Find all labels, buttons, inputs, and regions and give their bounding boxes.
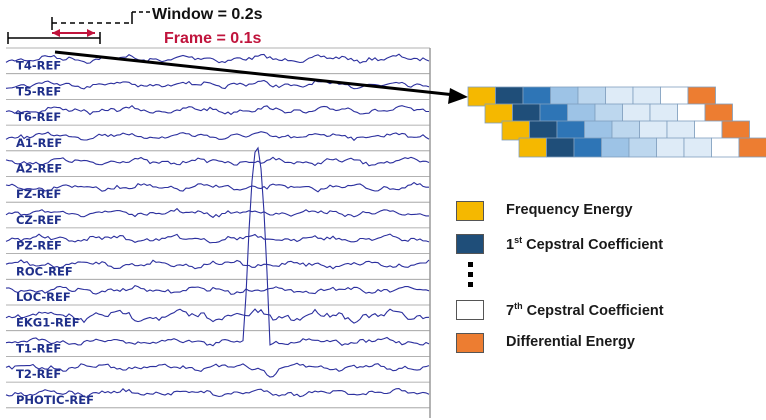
eeg-trace (5, 233, 430, 244)
feature-cell-cepstral-light (567, 103, 596, 124)
eeg-channel-labels: T4-REF T5-REF T6-REF A1-REF A2-REF FZ-REF CZ-R… (16, 59, 94, 407)
eeg-trace (5, 362, 430, 378)
eeg-trace (5, 104, 429, 116)
eeg-trace (5, 308, 430, 324)
channel-label: A2-REF (16, 162, 62, 176)
channel-label: FZ-REF (16, 187, 61, 201)
feature-cell-cepstral-mid (539, 103, 568, 124)
feature-cell-differential-energy (687, 86, 716, 107)
mapping-arrow (54, 50, 468, 104)
feature-cell-cepstral-white (677, 103, 706, 124)
channel-label: T2-REF (16, 367, 61, 381)
feature-cell-cepstral-dark (495, 86, 524, 107)
feature-cell-cepstral-lighter (628, 137, 657, 158)
frame-indicator (7, 29, 101, 44)
eeg-trace (5, 53, 430, 64)
feature-cell-cepstral-white (694, 120, 723, 141)
feature-cell-frequency-energy (518, 137, 547, 158)
legend-swatch-frequency-energy (456, 201, 484, 221)
channel-label: ROC-REF (16, 264, 73, 278)
eeg-trace (5, 388, 430, 398)
feature-cell-cepstral-lighter (594, 103, 623, 124)
feature-cell-cepstral-lightest (656, 137, 685, 158)
feature-cell-cepstral-lighter (577, 86, 606, 107)
channel-label: PHOTIC-REF (16, 393, 94, 407)
legend-ellipsis (468, 262, 474, 292)
feature-cell-differential-energy (704, 103, 733, 124)
legend-item-differential-energy: Differential Energy (456, 331, 756, 357)
feature-cell-differential-energy (721, 120, 750, 141)
feature-cell-cepstral-mid (556, 120, 585, 141)
legend-label-cepstral-7: 7th Cepstral Coefficient (506, 301, 664, 319)
legend-swatch-cepstral-1 (456, 234, 484, 254)
feature-cell-cepstral-mid (573, 137, 602, 158)
feature-cell-cepstral-mid (522, 86, 551, 107)
feature-cell-cepstral-dark (529, 120, 558, 141)
channel-label: LOC-REF (16, 290, 71, 304)
channel-label: T1-REF (16, 341, 61, 355)
eeg-channel-grid (6, 47, 430, 409)
window-indicator (51, 11, 152, 30)
channel-label: CZ-REF (16, 213, 62, 227)
channel-label: A1-REF (16, 136, 62, 150)
channel-label: T6-REF (16, 110, 61, 124)
feature-cell-cepstral-light (601, 137, 630, 158)
feature-cell-cepstral-white (660, 86, 689, 107)
feature-cell-frequency-energy (484, 103, 513, 124)
eeg-trace (5, 146, 430, 347)
feature-cell-differential-energy (738, 137, 766, 158)
channel-label: T4-REF (16, 59, 61, 73)
feature-cell-cepstral-dark (546, 137, 575, 158)
eeg-trace (5, 181, 429, 193)
legend-label-frequency-energy: Frequency Energy (506, 202, 633, 218)
feature-cell-cepstral-lightest (639, 120, 668, 141)
legend-label-differential-energy: Differential Energy (506, 334, 635, 350)
legend-item-cepstral-1: 1st Cepstral Coefficient (456, 232, 756, 258)
feature-cell-cepstral-dark (512, 103, 541, 124)
channel-label: PZ-REF (16, 239, 62, 253)
legend-item-frequency-energy: Frequency Energy (456, 199, 756, 225)
feature-cell-cepstral-lightest (649, 103, 678, 124)
eeg-trace (5, 284, 430, 295)
feature-cell-cepstral-lightest (622, 103, 651, 124)
feature-cell-cepstral-lightest (666, 120, 695, 141)
eeg-trace (5, 259, 430, 270)
eeg-trace (5, 156, 430, 167)
channel-label: T5-REF (16, 84, 61, 98)
legend-item-cepstral-7: 7th Cepstral Coefficient (456, 298, 756, 324)
eeg-traces (5, 53, 430, 398)
eeg-trace (5, 207, 429, 219)
feature-cell-cepstral-lightest (605, 86, 634, 107)
feature-cell-cepstral-white (711, 137, 740, 158)
feature-cell-cepstral-lightest (683, 137, 712, 158)
eeg-trace (5, 79, 430, 90)
frame-label: Frame = 0.1s (164, 30, 262, 47)
legend-swatch-cepstral-7 (456, 300, 484, 320)
legend-label-cepstral-1: 1st Cepstral Coefficient (506, 235, 664, 253)
feature-cell-cepstral-lighter (611, 120, 640, 141)
channel-label: EKG1-REF (16, 316, 80, 330)
feature-cell-cepstral-light (550, 86, 579, 107)
feature-cell-frequency-energy (467, 86, 496, 107)
window-label: Window = 0.2s (152, 6, 263, 23)
feature-cell-frequency-energy (501, 120, 530, 141)
legend-swatch-differential-energy (456, 333, 484, 353)
eeg-trace (5, 131, 430, 142)
feature-cell-cepstral-lightest (632, 86, 661, 107)
feature-cell-cepstral-light (584, 120, 613, 141)
feature-matrix (467, 86, 766, 158)
